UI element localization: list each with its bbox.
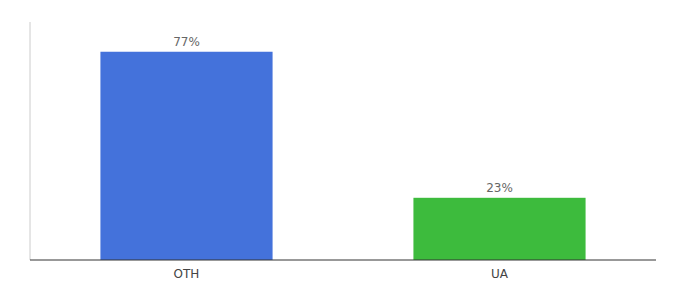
data-labels: 77% 23%: [173, 35, 513, 195]
x-tick-label: UA: [491, 267, 509, 281]
bar: [100, 52, 272, 260]
x-tick-label: OTH: [174, 267, 200, 281]
bars: [100, 52, 585, 260]
data-label: 77%: [173, 35, 200, 49]
x-axis: [30, 260, 656, 261]
chart-container: OTH UA 77% 23%: [0, 0, 680, 300]
y-axis: [30, 22, 31, 260]
data-label: 23%: [486, 181, 513, 195]
bar: [413, 198, 585, 260]
chart: OTH UA 77% 23%: [0, 0, 680, 300]
